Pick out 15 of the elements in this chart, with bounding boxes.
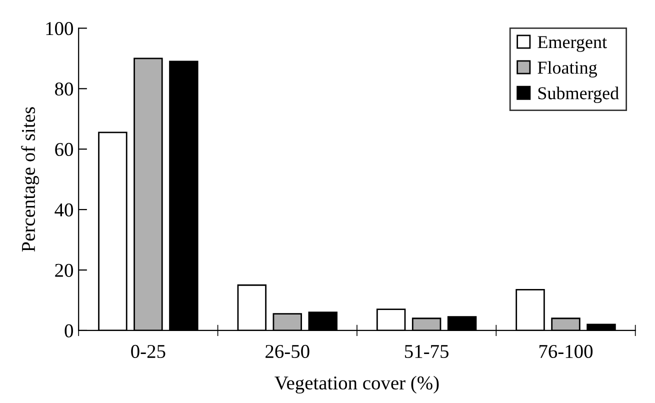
y-tick-label: 60: [55, 142, 73, 156]
y-tick-label: 100: [46, 22, 73, 36]
y-tick-label: 80: [55, 82, 73, 96]
y-axis-title: Percentage of sites: [21, 107, 40, 252]
y-tick-label: 20: [55, 264, 73, 277]
x-tick-label: 51-75: [405, 345, 448, 358]
legend-label: Emergent: [538, 36, 607, 52]
y-tick-label: 40: [54, 203, 73, 216]
legend-label: Submerged: [538, 86, 619, 104]
x-tick-label: 76-100: [539, 344, 593, 358]
x-tick-label: 26-50: [266, 344, 310, 358]
x-axis-title: Vegetation cover (%): [274, 376, 439, 394]
y-tick-label: 0: [64, 324, 73, 338]
legend-label: Floating: [538, 61, 598, 78]
x-tick-label: 0-25: [131, 344, 166, 358]
